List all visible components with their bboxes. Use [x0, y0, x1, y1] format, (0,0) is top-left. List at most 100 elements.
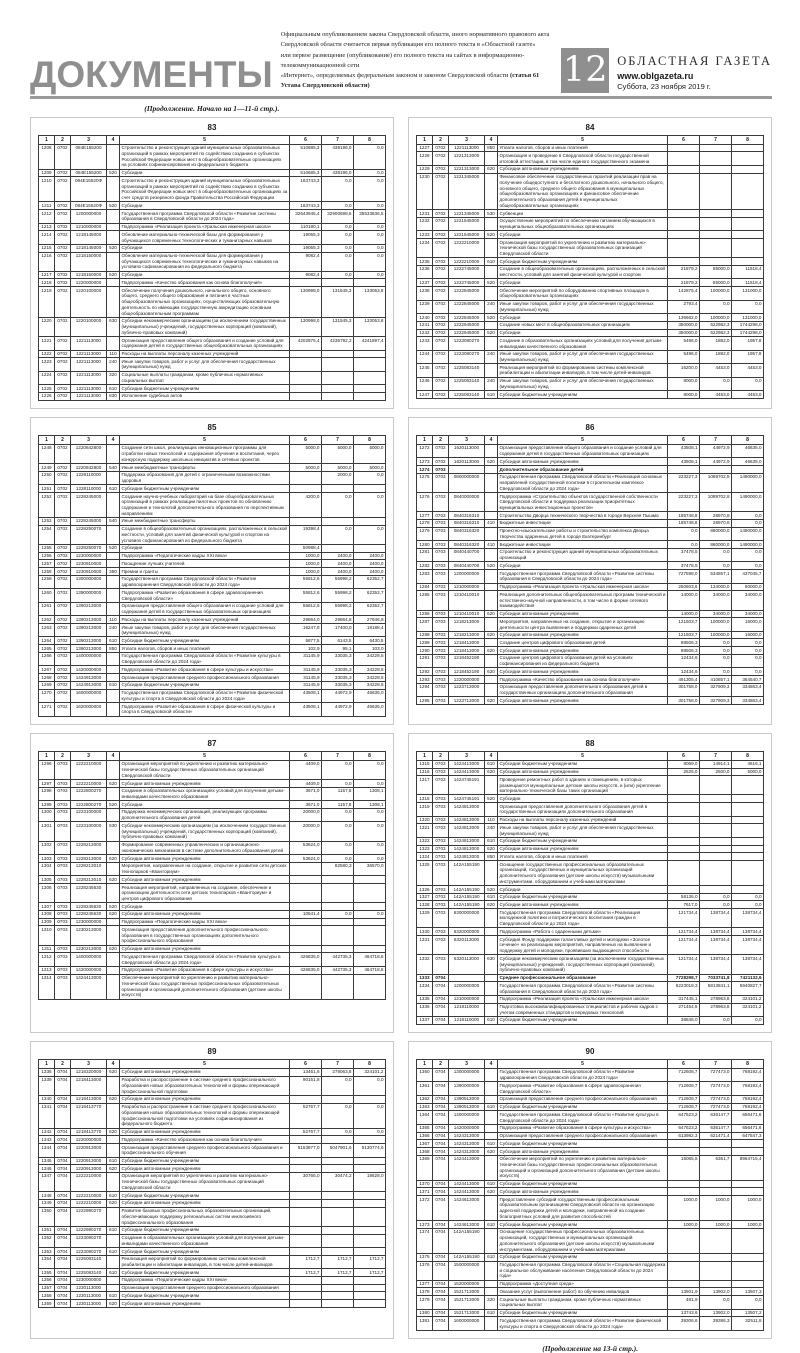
table-cell: 0703	[432, 802, 449, 817]
table-cell	[106, 1171, 120, 1193]
table-cell: 1228245630	[70, 883, 107, 904]
table-cell: 13501,9	[667, 1287, 700, 1297]
table-cell	[484, 465, 498, 474]
table-cell: 1620000000	[70, 702, 107, 717]
table-row: 1277 0703 0840316310 Строительство Дворца т…	[416, 511, 764, 520]
table-cell	[667, 238, 700, 259]
table-cell: 1218150000	[70, 251, 107, 272]
table-cell: 0703	[432, 836, 449, 846]
table-cell	[484, 675, 498, 684]
table-cell: 0704	[432, 1227, 449, 1254]
table-cell	[484, 1067, 498, 1083]
table-cell: 0702	[54, 665, 71, 675]
table-cell: Реализация мероприятий, направленных на …	[119, 883, 290, 904]
table-cell: 0704	[54, 1156, 71, 1166]
table-cell: 1313	[38, 965, 55, 975]
table-cell: 0703	[432, 815, 449, 825]
table-cell: 1521713000	[448, 1287, 485, 1297]
table-cell: 142А155190	[448, 1227, 485, 1254]
table-row: 1262 0702 1390213000 110 Расходы на выплаты …	[38, 615, 386, 624]
table-row: 1226 0702 1221113000 830 Исполнение судебных…	[38, 391, 386, 401]
table-cell: 0704	[432, 1139, 449, 1149]
table-cell: 1223100000	[70, 821, 107, 842]
table-cell: Расходы на выплаты персоналу казенных уч…	[497, 815, 668, 825]
table-cell	[731, 794, 764, 804]
table-cell	[484, 1094, 498, 1104]
table-cell: 1332	[416, 954, 433, 975]
table-cell	[484, 1316, 498, 1331]
table-cell: 438196,0	[321, 168, 354, 178]
notice-line-3: или первое размещение (опубликование) ег…	[280, 51, 525, 69]
table-cell	[321, 917, 354, 927]
table-cell: 43508,1	[289, 688, 322, 704]
table-cell: 1600000000	[448, 1316, 485, 1331]
table-row: 1351 0704 1222980270 610 Субсидии бюджетным …	[38, 1225, 386, 1235]
table-cell: 1232	[416, 216, 433, 232]
table-cell: Субсидии бюджетным учреждениям	[119, 484, 290, 494]
table-cell	[289, 349, 322, 359]
table-block-90: 90 1 2 3 4 5 6 7 8 1360 0704 1300000000 Государствен…	[408, 1040, 772, 1339]
table-cell: 0704	[432, 973, 449, 983]
table-cell: 1424913000	[70, 680, 107, 690]
table-cell: Субсидии бюджетным учреждениям	[497, 1179, 668, 1189]
table-cell: 6320000000	[448, 927, 485, 937]
table-cell: Субсидии некоммерческим организациям (за…	[497, 954, 668, 975]
table-cell: 1424413000	[448, 767, 485, 777]
table-cell: 0702	[432, 164, 449, 174]
table-cell: 1222210000	[70, 759, 107, 781]
table-cell: 5000,0	[353, 443, 386, 465]
table-cell: 1221545000	[448, 230, 485, 240]
table-cell: 0,0	[353, 230, 386, 245]
table-cell: 1358	[38, 1291, 55, 1301]
table-cell	[289, 1094, 322, 1104]
table-cell: 0,0	[353, 270, 386, 280]
table-cell: 0,0	[321, 492, 354, 518]
table-row: 1365 0704 1420000000 Подпрограмма «Развитие…	[416, 1123, 764, 1133]
table-cell: Обновление материально-технической базы …	[119, 230, 290, 245]
table-cell: 0702	[54, 357, 71, 372]
table-cell: 647523,2	[667, 1110, 700, 1125]
table-cell: 1347	[38, 1171, 55, 1193]
table-cell: 138734,4	[731, 927, 764, 937]
table-cell: 1222210000	[70, 1198, 107, 1208]
table-row: 1260 0702 1390000000 Подпрограмма «Развитие…	[38, 588, 386, 603]
table-row: 1215 0702 1218145000 520 Субсидии 19055,3 0,0 0…	[38, 243, 386, 253]
table-cell: 0,0	[353, 201, 386, 211]
table-cell	[353, 1225, 386, 1235]
table-cell: 1340	[38, 1094, 55, 1104]
table-cell	[484, 981, 498, 996]
table-cell	[289, 357, 322, 372]
table-row: 1356 0704 1230000000 Подпрограмма «Педагоги…	[38, 1276, 386, 1285]
table-cell: 0840316310	[448, 511, 485, 520]
table-cell: 1222	[38, 349, 55, 359]
table-cell: 1250	[38, 470, 55, 486]
table-cell: 0703	[432, 540, 449, 549]
table-cell	[667, 143, 700, 153]
table-cell: 1390213000	[70, 636, 107, 646]
table-cell: 1219	[38, 286, 55, 318]
table-cell: 1300000000	[70, 574, 107, 590]
table-cell	[731, 885, 764, 894]
table-cell: 4616,1	[731, 759, 764, 769]
table-cell: Субсидии	[119, 168, 290, 178]
table-cell: 1210000000	[448, 582, 485, 592]
table-cell: 43508,1	[289, 702, 322, 717]
table-cell: 19055,3	[289, 230, 322, 245]
table-cell: 491305,4	[667, 675, 700, 684]
table-cell: 0703	[54, 759, 71, 781]
table-block-85: 85 1 2 3 4 5 6 7 8 1248 0702 1220842800 Создание сет…	[30, 416, 394, 725]
table-cell: 620	[106, 1299, 120, 1308]
table-cell	[106, 209, 120, 224]
table-cell: 610	[484, 1252, 498, 1262]
table-cell	[667, 823, 700, 838]
table-cell: 1320	[416, 815, 433, 825]
table-cell: 0704	[432, 1179, 449, 1189]
table-row: 1376 0704 1500000000 Государственная програ…	[416, 1260, 764, 1281]
table-cell: 1228110000	[70, 484, 107, 494]
table-cell: 16247,8	[289, 622, 322, 638]
table-cell: 0704	[432, 1260, 449, 1281]
table-cell	[484, 1279, 498, 1289]
column-header: 4	[106, 750, 120, 761]
table-cell: 0702	[432, 172, 449, 211]
